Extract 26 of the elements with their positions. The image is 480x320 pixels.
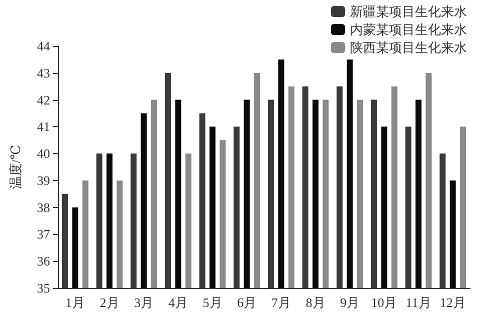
x-tick-label: 1月 xyxy=(65,295,85,310)
y-tick-label: 38 xyxy=(37,200,50,215)
y-axis-title: 温度/℃ xyxy=(8,144,23,190)
y-tick-label: 41 xyxy=(37,119,50,134)
legend-label: 内蒙某项目生化来水 xyxy=(350,22,467,37)
y-tick-label: 36 xyxy=(37,254,50,269)
x-tick-label: 4月 xyxy=(168,295,188,310)
y-tick-label: 37 xyxy=(37,226,50,242)
y-tick-label: 35 xyxy=(37,280,50,296)
x-tick-label: 5月 xyxy=(202,295,222,310)
x-tick-label: 7月 xyxy=(271,295,291,310)
legend-label: 新疆某项目生化来水 xyxy=(350,4,467,19)
y-tick-label: 39 xyxy=(37,172,50,188)
x-tick-label: 3月 xyxy=(134,295,154,310)
x-tick-label: 6月 xyxy=(237,295,257,310)
y-tick-label: 44 xyxy=(37,38,50,54)
x-tick-label: 2月 xyxy=(100,295,120,310)
x-tick-label: 10月 xyxy=(371,295,398,310)
legend-label: 陕西某项目生化来水 xyxy=(350,40,467,55)
x-tick-label: 8月 xyxy=(306,295,326,310)
x-tick-label: 12月 xyxy=(440,295,466,310)
x-tick-label: 11月 xyxy=(406,295,432,310)
y-tick-label: 40 xyxy=(37,146,50,162)
y-tick-label: 42 xyxy=(37,92,50,108)
x-tick-label: 9月 xyxy=(340,295,360,310)
y-tick-label: 43 xyxy=(37,65,50,80)
